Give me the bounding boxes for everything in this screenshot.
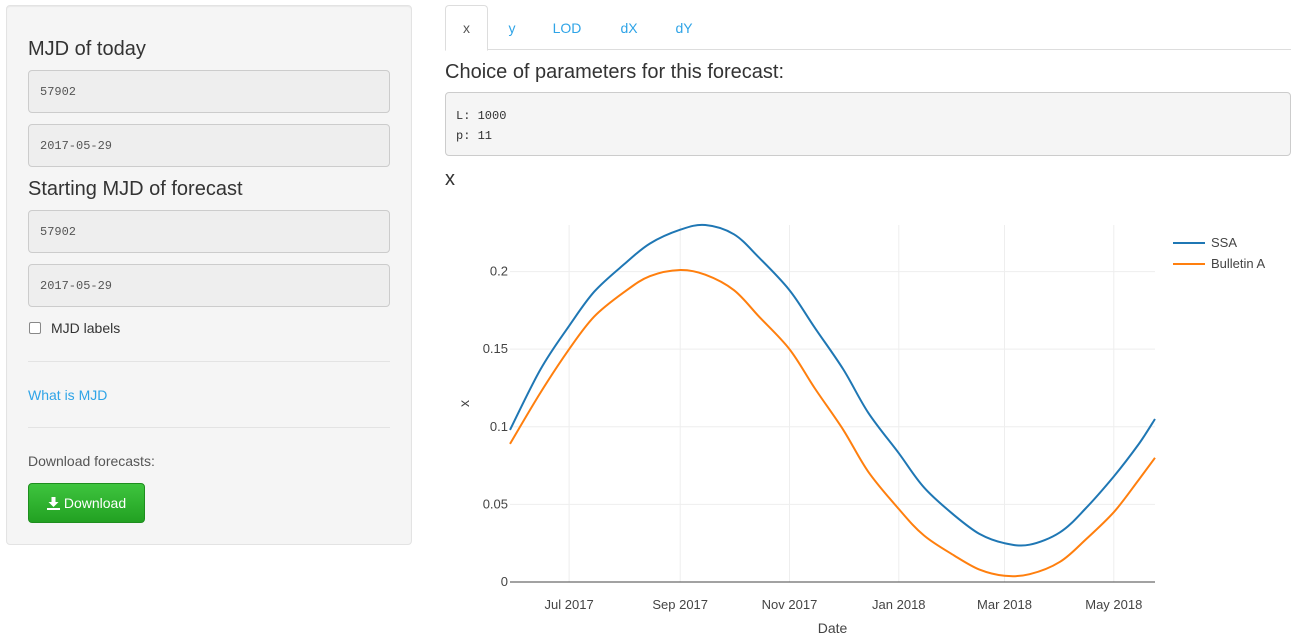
x-tick-label: Sep 2017 <box>652 597 708 612</box>
plot-title: x <box>445 168 455 190</box>
legend-entry: Bulletin A <box>1211 256 1266 271</box>
start-mjd-input[interactable]: 57902 <box>28 210 390 253</box>
download-icon <box>46 496 60 510</box>
tab-bar: x y LOD dX dY <box>445 5 1291 51</box>
mjd-today-heading: MJD of today <box>28 38 146 60</box>
forecast-chart[interactable]: Jul 2017 Sep 2017 Nov 2017 Jan 2018 Mar 2018… <box>445 200 1291 642</box>
tab-dx[interactable]: dX <box>620 19 638 36</box>
tab-lod[interactable]: LOD <box>552 19 582 36</box>
divider <box>28 427 390 428</box>
x-tick-label: Jul 2017 <box>545 597 594 612</box>
x-tick-label: Mar 2018 <box>977 597 1032 612</box>
legend-entry: SSA <box>1211 235 1237 250</box>
sidebar-panel: MJD of today 57902 2017-05-29 Starting M… <box>6 5 412 545</box>
tab-y[interactable]: y <box>508 19 516 36</box>
series-line-ssa <box>509 223 1156 547</box>
divider <box>28 361 390 362</box>
start-mjd-heading: Starting MJD of forecast <box>28 178 243 200</box>
y-axis-title: x <box>456 400 472 407</box>
tab-dy[interactable]: dY <box>675 19 693 36</box>
mjd-labels-checkbox-row[interactable]: MJD labels <box>28 320 120 336</box>
download-button[interactable]: Download <box>28 483 145 523</box>
params-box: L: 1000 p: 11 <box>445 92 1291 156</box>
y-tick-label: 0.05 <box>483 496 508 511</box>
params-line-l: L: 1000 <box>456 109 507 123</box>
y-tick-label: 0.1 <box>490 419 508 434</box>
y-tick-label: 0.2 <box>490 264 508 279</box>
tab-x[interactable]: x <box>445 5 488 51</box>
y-tick-label: 0 <box>501 574 508 589</box>
what-is-mjd-link[interactable]: What is MJD <box>28 387 108 403</box>
download-button-label: Download <box>63 495 127 511</box>
series-line-bulletin-a <box>509 268 1156 578</box>
mjd-today-input[interactable]: 57902 <box>28 70 390 113</box>
x-tick-label: May 2018 <box>1085 597 1142 612</box>
params-line-p: p: 11 <box>456 129 493 143</box>
x-tick-label: Jan 2018 <box>872 597 926 612</box>
date-today-input[interactable]: 2017-05-29 <box>28 124 390 167</box>
params-title: Choice of parameters for this forecast: <box>445 61 785 83</box>
x-axis-title: Date <box>818 620 848 636</box>
y-tick-label: 0.15 <box>483 341 508 356</box>
mjd-labels-checkbox[interactable] <box>29 322 41 334</box>
mjd-labels-label: MJD labels <box>51 320 121 336</box>
x-tick-label: Nov 2017 <box>762 597 818 612</box>
start-date-input[interactable]: 2017-05-29 <box>28 264 390 307</box>
download-forecasts-label: Download forecasts: <box>28 453 155 469</box>
